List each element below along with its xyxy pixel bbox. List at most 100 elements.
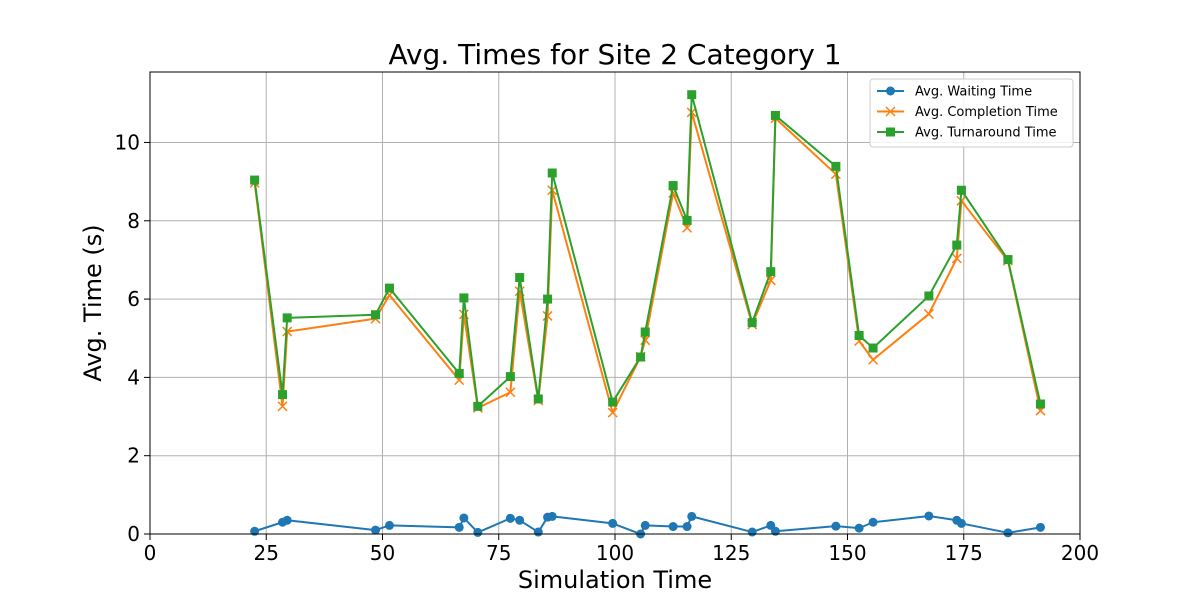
data-point-turnaround xyxy=(687,90,697,100)
x-marker-stroke xyxy=(458,309,469,320)
plot-area: 0 25 50 75 100 125 150 175 200 0 2 4 6 8 10 xyxy=(115,71,1099,565)
x-marker-stroke xyxy=(868,354,879,365)
data-point-turnaround xyxy=(282,313,292,323)
y-tick-label: 4 xyxy=(127,365,140,389)
data-point-waiting xyxy=(854,523,864,533)
data-point-waiting xyxy=(371,525,381,535)
data-point-completion xyxy=(607,407,618,418)
data-point-turnaround xyxy=(640,327,650,337)
data-point-completion xyxy=(542,310,553,321)
series-line-waiting xyxy=(254,514,1041,535)
data-point-waiting xyxy=(924,511,934,521)
data-point-completion xyxy=(951,253,962,264)
x-tick-label: 150 xyxy=(828,541,866,565)
data-point-turnaround xyxy=(454,368,464,378)
x-marker-stroke xyxy=(830,169,841,180)
data-point-waiting xyxy=(454,522,464,532)
data-point-waiting xyxy=(533,527,543,537)
y-axis-title: Avg. Time (s) xyxy=(79,224,107,381)
data-point-completion xyxy=(923,308,934,319)
legend-marker xyxy=(886,86,895,96)
x-tick-label: 200 xyxy=(1061,541,1099,565)
data-point-waiting xyxy=(682,522,692,532)
data-point-waiting xyxy=(1035,522,1045,532)
x-axis-title: Simulation Time xyxy=(518,566,712,594)
x-axis-ticks: 0 25 50 75 100 125 150 175 200 xyxy=(144,534,1099,565)
data-point-completion xyxy=(830,169,841,180)
data-point-waiting xyxy=(747,527,757,537)
legend-marker xyxy=(885,106,896,117)
series-layer xyxy=(249,90,1046,539)
data-point-waiting xyxy=(868,517,878,527)
data-point-turnaround xyxy=(533,394,543,404)
legend-label: Avg. Completion Time xyxy=(915,105,1058,120)
legend: Avg. Waiting Time Avg. Completion Time Avg… xyxy=(869,78,1074,148)
data-point-turnaround xyxy=(956,185,966,195)
x-tick-label: 75 xyxy=(486,541,511,565)
data-point-turnaround xyxy=(1035,399,1045,409)
data-point-waiting xyxy=(608,518,618,528)
x-marker-stroke xyxy=(277,401,288,412)
data-point-turnaround xyxy=(682,215,692,225)
data-point-turnaround xyxy=(278,390,288,400)
data-point-turnaround xyxy=(543,294,553,304)
chart-title: Avg. Times for Site 2 Category 1 xyxy=(388,38,841,71)
data-point-turnaround xyxy=(766,267,776,277)
legend-marker xyxy=(886,127,895,137)
data-point-waiting xyxy=(505,513,515,523)
data-point-turnaround xyxy=(547,168,557,178)
data-point-turnaround xyxy=(473,401,483,411)
y-axis-ticks: 0 2 4 6 8 10 xyxy=(115,130,150,546)
data-point-turnaround xyxy=(668,181,678,191)
data-point-turnaround xyxy=(924,291,934,301)
legend-label: Avg. Waiting Time xyxy=(915,85,1032,100)
series-line-turnaround xyxy=(253,93,1042,408)
data-point-waiting xyxy=(668,522,678,532)
data-point-turnaround xyxy=(459,293,469,303)
data-point-turnaround xyxy=(868,343,878,353)
data-point-waiting xyxy=(831,521,841,531)
data-point-waiting xyxy=(1003,528,1013,538)
series-waiting xyxy=(250,511,1045,539)
data-point-completion xyxy=(505,387,516,398)
y-tick-label: 2 xyxy=(127,444,140,468)
x-tick-label: 25 xyxy=(254,541,279,565)
legend-item-completion: Avg. Completion Time xyxy=(877,105,1058,120)
x-tick-label: 125 xyxy=(712,541,750,565)
data-point-turnaround xyxy=(608,397,618,407)
data-point-turnaround xyxy=(384,283,394,293)
data-point-turnaround xyxy=(831,161,841,171)
x-marker-stroke xyxy=(923,308,934,319)
x-tick-label: 0 xyxy=(144,541,157,565)
y-tick-label: 8 xyxy=(127,209,140,233)
legend-item-turnaround: Avg. Turnaround Time xyxy=(877,126,1057,141)
data-point-turnaround xyxy=(952,240,962,250)
data-point-waiting xyxy=(473,527,483,537)
x-marker-stroke xyxy=(607,407,618,418)
data-point-waiting xyxy=(282,515,292,525)
data-point-turnaround xyxy=(1003,255,1013,265)
grid xyxy=(149,72,1081,535)
x-marker-stroke xyxy=(951,253,962,264)
data-point-turnaround xyxy=(636,352,646,362)
data-point-waiting xyxy=(547,511,557,521)
data-point-completion xyxy=(277,401,288,412)
x-tick-label: 50 xyxy=(370,541,395,565)
series-turnaround xyxy=(250,90,1045,411)
legend-item-waiting: Avg. Waiting Time xyxy=(877,85,1032,100)
x-tick-label: 100 xyxy=(596,541,634,565)
data-point-waiting xyxy=(459,513,469,523)
x-marker-stroke xyxy=(885,106,896,117)
data-point-completion xyxy=(868,354,879,365)
data-point-turnaround xyxy=(505,372,515,382)
data-point-waiting xyxy=(640,520,650,530)
data-point-turnaround xyxy=(371,310,381,320)
data-point-waiting xyxy=(956,518,966,528)
x-marker-stroke xyxy=(505,387,516,398)
legend-box xyxy=(869,78,1074,148)
x-marker-stroke xyxy=(514,286,525,297)
data-point-turnaround xyxy=(515,273,525,283)
data-point-waiting xyxy=(384,520,394,530)
y-tick-label: 0 xyxy=(127,522,140,546)
